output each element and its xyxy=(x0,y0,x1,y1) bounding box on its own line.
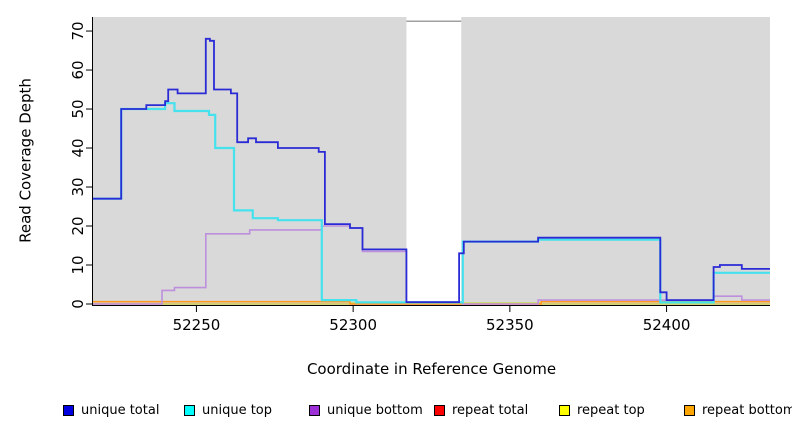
legend-item-unique-top: unique top xyxy=(184,402,272,418)
x-tick-label: 52250 xyxy=(173,316,221,334)
x-tick-label: 52400 xyxy=(643,316,691,334)
legend: unique total unique top unique bottom re… xyxy=(0,402,792,420)
series-line-unique-total xyxy=(93,37,770,303)
y-axis-title: Read Coverage Depth xyxy=(16,78,35,243)
x-tick-label: 52300 xyxy=(329,316,377,334)
legend-label: repeat top xyxy=(577,402,645,418)
legend-label: repeat total xyxy=(452,402,529,418)
coverage-plot-svg: 52250 52300 52350 52400 0 10 20 30 40 50 60 70 xyxy=(69,17,770,334)
legend-label: repeat bottom xyxy=(702,402,792,418)
x-tick-label: 52350 xyxy=(486,316,534,334)
legend-item-repeat-top: repeat top xyxy=(559,402,645,418)
y-tick-label: 30 xyxy=(69,177,87,196)
legend-swatch-unique-top xyxy=(184,404,195,416)
y-tick-label: 10 xyxy=(69,255,87,274)
legend-item-repeat-bottom: repeat bottom xyxy=(684,402,792,418)
legend-item-unique-bottom: unique bottom xyxy=(309,402,423,418)
y-tick-label: 20 xyxy=(69,216,87,235)
legend-swatch-unique-bottom xyxy=(309,404,320,416)
legend-label: unique total xyxy=(81,402,160,418)
legend-label: unique bottom xyxy=(327,402,423,418)
series-line-repeat-bottom xyxy=(93,300,770,305)
legend-item-unique-total: unique total xyxy=(63,402,159,418)
x-axis-title: Coordinate in Reference Genome xyxy=(306,360,557,378)
legend-label: unique top xyxy=(202,402,273,418)
y-tick-label: 0 xyxy=(69,299,87,309)
gap-region xyxy=(406,17,462,304)
y-tick-label: 40 xyxy=(69,138,87,157)
legend-swatch-repeat-top xyxy=(559,404,570,416)
legend-swatch-unique-total xyxy=(63,404,74,416)
legend-swatch-repeat-bottom xyxy=(684,404,695,416)
legend-swatch-repeat-total xyxy=(434,404,445,416)
y-tick-label: 50 xyxy=(69,99,87,118)
series-line-unique-top xyxy=(93,102,770,304)
y-tick-label: 60 xyxy=(69,60,87,79)
legend-item-repeat-total: repeat total xyxy=(434,402,528,418)
y-tick-label: 70 xyxy=(69,21,87,40)
